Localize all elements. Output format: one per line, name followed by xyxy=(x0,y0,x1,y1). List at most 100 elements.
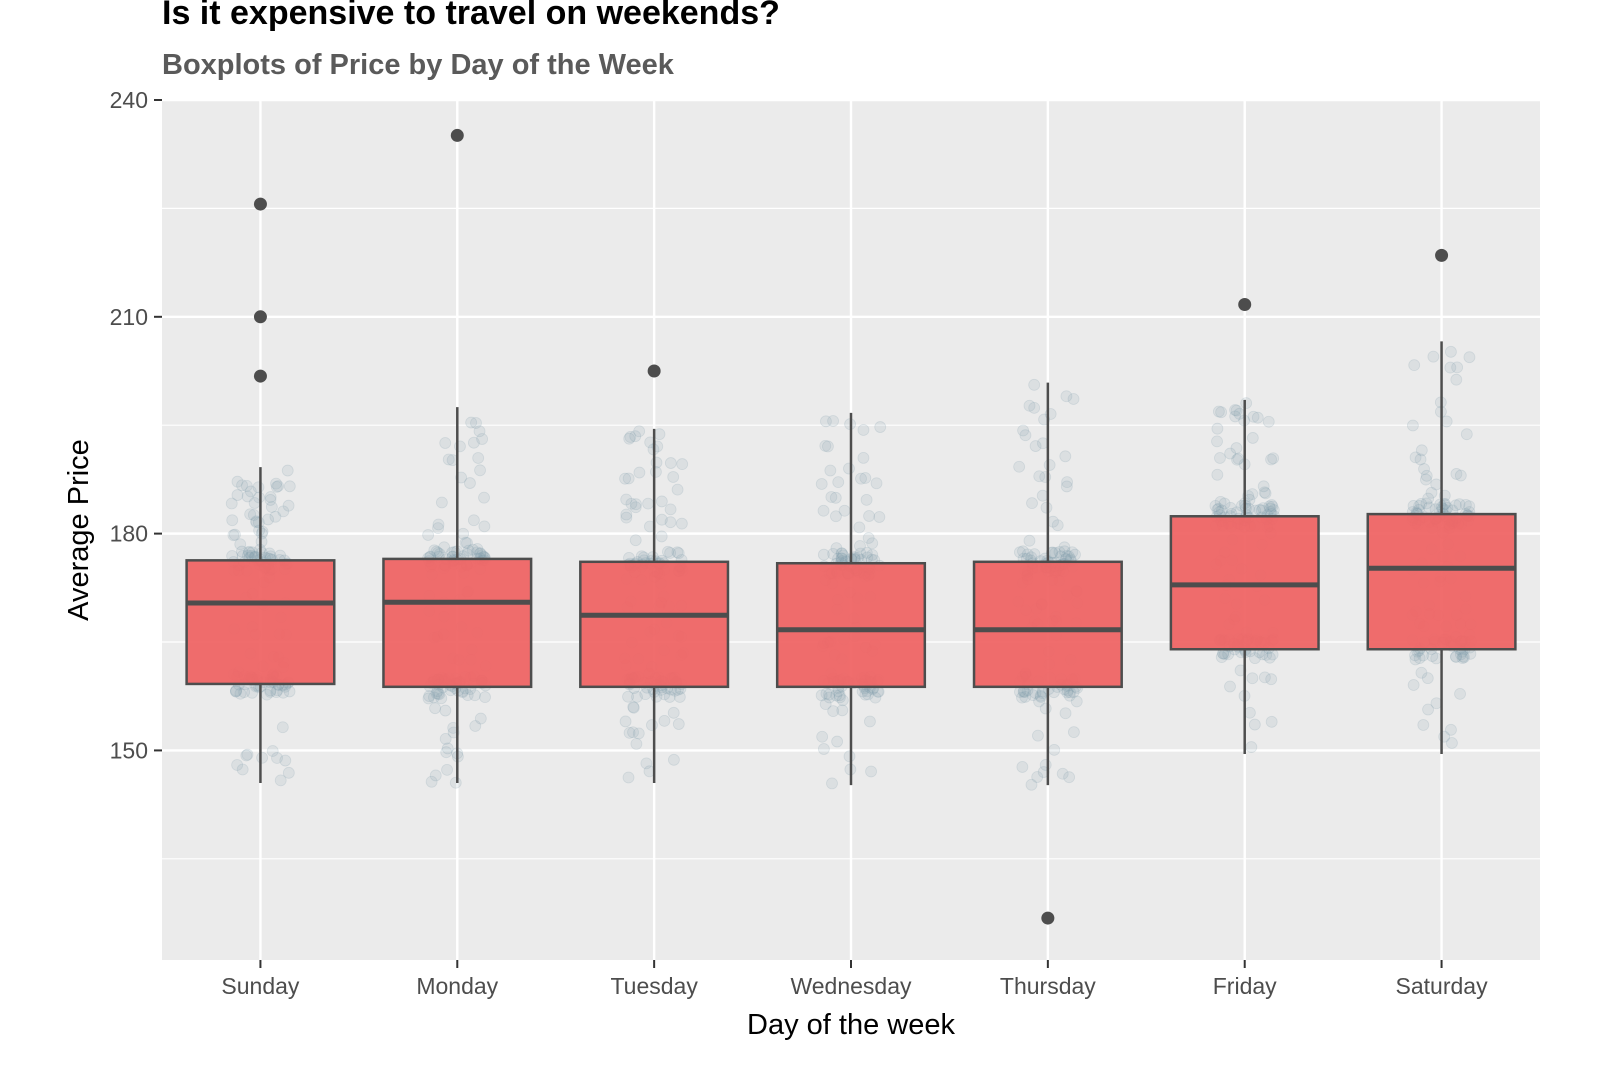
jitter-point xyxy=(457,527,470,540)
jitter-point xyxy=(675,517,688,530)
jitter-point xyxy=(1247,410,1260,423)
jitter-point xyxy=(663,691,676,703)
jitter-point xyxy=(269,510,282,523)
jitter-point xyxy=(1033,470,1046,483)
jitter-point xyxy=(827,705,840,717)
jitter-point xyxy=(439,733,452,745)
jitter-point xyxy=(1033,695,1045,708)
jitter-point xyxy=(1214,452,1226,464)
jitter-point xyxy=(1017,424,1030,437)
boxplots xyxy=(185,128,1517,925)
jitter-point xyxy=(428,691,440,704)
jitter-point xyxy=(240,749,253,762)
jitter-point xyxy=(262,513,274,526)
jitter-point xyxy=(1211,435,1223,448)
jitter-point xyxy=(1459,498,1472,511)
jitter-point xyxy=(471,543,484,555)
jitter-point xyxy=(1463,500,1476,513)
jitter-point xyxy=(1426,650,1439,662)
jitter-point xyxy=(837,549,849,562)
jitter-point xyxy=(241,490,254,503)
jitter-point xyxy=(1420,469,1433,482)
jitter-point xyxy=(277,505,290,518)
jitter-point xyxy=(264,494,277,506)
jitter-point xyxy=(819,439,832,452)
jitter-point xyxy=(1014,546,1026,559)
jitter-point xyxy=(246,546,259,559)
jitter-point xyxy=(633,425,646,438)
jitter-point xyxy=(1421,672,1434,685)
jitter-point xyxy=(667,706,680,719)
jitter-point xyxy=(1409,451,1422,464)
chart-subtitle: Boxplots of Price by Day of the Week xyxy=(162,49,675,81)
jitter-point xyxy=(469,720,482,732)
jitter-point xyxy=(830,542,843,555)
jitter-point xyxy=(247,509,260,521)
jitter-point xyxy=(620,511,633,524)
jitter-point xyxy=(664,503,677,516)
boxplot-friday xyxy=(1169,298,1320,755)
jitter-point xyxy=(630,498,642,511)
jitter-point xyxy=(1016,761,1029,773)
jitter-point xyxy=(1454,469,1467,482)
jitter-point xyxy=(640,757,653,770)
jitter-point xyxy=(671,546,684,559)
jitter-point xyxy=(829,491,842,504)
jitter-point xyxy=(263,547,276,560)
outlier-point xyxy=(450,128,464,142)
jitter-point xyxy=(281,464,294,477)
jitter-point xyxy=(441,763,453,776)
jitter-point xyxy=(664,547,677,559)
jitter-point xyxy=(633,466,646,479)
jitter-point xyxy=(466,543,479,556)
jitter-point xyxy=(832,476,845,489)
jitter-point xyxy=(1218,497,1231,510)
jitter-point xyxy=(874,421,887,433)
jitter-point xyxy=(1449,499,1462,512)
jitter-point xyxy=(1246,672,1259,685)
jitter-point xyxy=(1262,415,1275,428)
jitter-point xyxy=(1446,737,1458,749)
outlier-point xyxy=(253,310,267,324)
jitter-point xyxy=(1451,361,1464,374)
jitter-point xyxy=(1408,359,1421,372)
jitter-point xyxy=(620,508,633,521)
jitter-point xyxy=(1211,468,1224,481)
jitter-point xyxy=(440,746,453,759)
jitter-point xyxy=(866,548,879,561)
jitter-point xyxy=(639,688,652,701)
jitter-point xyxy=(422,529,435,541)
jitter-point xyxy=(1040,501,1053,514)
jitter-point xyxy=(1229,404,1241,416)
jitter-point xyxy=(833,689,846,702)
jitter-point xyxy=(428,544,441,557)
jitter-point xyxy=(1242,502,1255,515)
jitter-point xyxy=(642,497,654,510)
jitter-point xyxy=(472,452,485,464)
jitter-point xyxy=(1265,715,1278,728)
jitter-point xyxy=(1021,548,1034,561)
box xyxy=(972,560,1123,689)
jitter-point xyxy=(625,497,638,510)
jitter-point xyxy=(1224,680,1236,693)
jitter-point xyxy=(1214,495,1227,508)
jitter-point xyxy=(1263,651,1276,664)
outlier-point xyxy=(1435,248,1449,262)
outlier-point xyxy=(253,197,267,211)
x-tick-label: Saturday xyxy=(1396,973,1489,999)
jitter-point xyxy=(435,692,448,705)
jitter-point xyxy=(1051,519,1064,532)
jitter-point xyxy=(834,691,846,704)
jitter-point xyxy=(1026,689,1039,701)
x-axis-ticks: Sunday Monday Tuesday Wednesday Thursday Frid… xyxy=(221,960,1488,999)
jitter-point xyxy=(253,491,265,504)
jitter-point xyxy=(1246,432,1259,444)
jitter-point xyxy=(1249,652,1261,665)
jitter-point xyxy=(435,496,448,509)
jitter-point xyxy=(1425,486,1438,499)
box xyxy=(1366,512,1517,651)
jitter-point xyxy=(225,497,238,510)
jitter-point xyxy=(464,477,476,489)
jitter-point xyxy=(664,457,677,469)
jitter-point xyxy=(1059,450,1072,463)
